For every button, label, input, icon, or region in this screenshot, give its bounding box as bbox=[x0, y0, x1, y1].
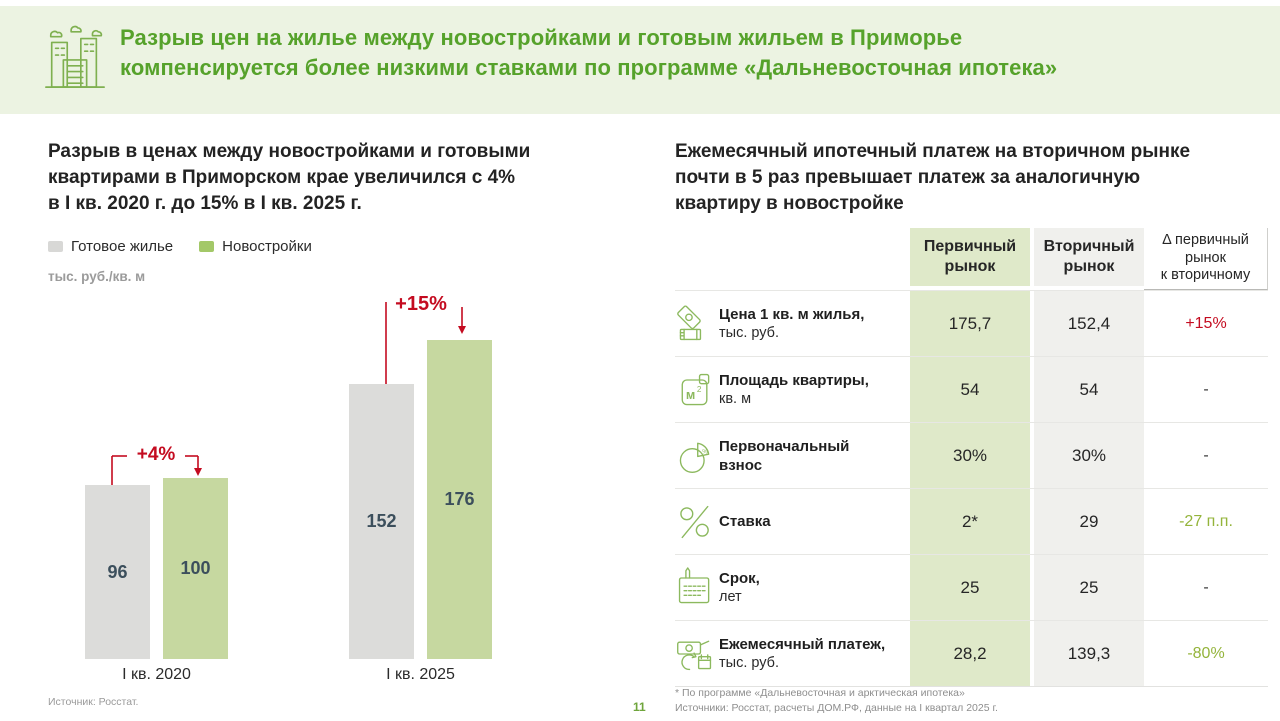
cell-secondary-value: 139,3 bbox=[1030, 621, 1144, 686]
legend-item-new-builds: Новостройки bbox=[199, 238, 312, 255]
header-spacer bbox=[675, 228, 910, 290]
svg-text:м: м bbox=[686, 387, 695, 402]
chart-title: Разрыв в ценах между новостройками и гот… bbox=[48, 141, 531, 214]
table-row: Ежемесячный платеж, тыс. руб. 28,2 139,3… bbox=[675, 620, 1268, 686]
footnote: Источники: Росстат, расчеты ДОМ.РФ, данн… bbox=[675, 702, 998, 714]
cell-primary-value: 28,2 bbox=[910, 621, 1030, 686]
cell-secondary-value: 152,4 bbox=[1030, 291, 1144, 356]
bar: 100 bbox=[163, 478, 228, 659]
cell-primary-value: 2* bbox=[910, 489, 1030, 554]
page-title: Разрыв цен на жилье между новостройками … bbox=[120, 23, 1057, 83]
row-label-cell: Срок, лет bbox=[675, 555, 910, 620]
legend-swatch-green bbox=[199, 241, 215, 252]
row-label-cell: Ежемесячный платеж, тыс. руб. bbox=[675, 621, 910, 686]
row-label: Площадь квартиры, bbox=[719, 372, 869, 389]
banknotes-icon bbox=[675, 301, 715, 347]
cell-primary-value: 54 bbox=[910, 357, 1030, 422]
column-header-secondary-market: Вторичный рынок bbox=[1030, 228, 1144, 290]
row-label: Первоначальный взнос bbox=[719, 437, 850, 474]
table-body: Цена 1 кв. м жилья, тыс. руб. 175,7 152,… bbox=[675, 290, 1268, 686]
cell-delta-value: - bbox=[1203, 578, 1209, 596]
payment-calendar-icon bbox=[675, 631, 715, 677]
cell-delta-value: - bbox=[1203, 380, 1209, 398]
row-label: Срок, bbox=[719, 570, 760, 587]
bar: 96 bbox=[85, 485, 150, 659]
table-row: м 2 Площадь квартиры, кв. м 54 54 - bbox=[675, 356, 1268, 422]
bar-value-label: 176 bbox=[444, 489, 475, 509]
cell-primary-value: 30% bbox=[910, 423, 1030, 488]
bar: 152 bbox=[349, 384, 414, 659]
svg-text:2: 2 bbox=[697, 384, 702, 393]
source-note: Источник: Росстат. bbox=[48, 696, 139, 708]
svg-text:%: % bbox=[702, 448, 708, 455]
cell-secondary-value: 29 bbox=[1030, 489, 1144, 554]
legend-label: Готовое жилье bbox=[71, 238, 174, 255]
footnote: * По программе «Дальневосточная и арктич… bbox=[675, 687, 965, 699]
row-label-cell: % Первоначальный взнос bbox=[675, 423, 910, 488]
cell-secondary-value: 54 bbox=[1030, 357, 1144, 422]
axis-unit-label: тыс. руб./кв. м bbox=[48, 269, 146, 284]
city-buildings-icon bbox=[42, 20, 108, 96]
cell-delta-value: -27 п.п. bbox=[1179, 512, 1233, 530]
comparison-table: Первичный рынок Вторичный рынок Δ первич… bbox=[675, 228, 1268, 687]
legend-label: Новостройки bbox=[222, 238, 312, 255]
row-sublabel: тыс. руб. bbox=[719, 655, 780, 671]
row-label: Цена 1 кв. м жилья, bbox=[719, 306, 865, 323]
column-header-delta: Δ первичный рынок к вторичному bbox=[1144, 228, 1268, 290]
bar-value-label: 96 bbox=[107, 561, 128, 582]
page-title-line2: компенсируется более низкими ставками по… bbox=[120, 55, 1058, 80]
bar-value-label: 100 bbox=[180, 558, 211, 578]
header-band: Разрыв цен на жилье между новостройками … bbox=[0, 6, 1280, 114]
row-sublabel: тыс. руб. bbox=[719, 325, 780, 341]
cell-secondary-value: 30% bbox=[1030, 423, 1144, 488]
row-label-cell: Цена 1 кв. м жилья, тыс. руб. bbox=[675, 291, 910, 356]
category-label: I кв. 2025 bbox=[386, 666, 455, 683]
category-label: I кв. 2020 bbox=[122, 666, 191, 683]
page-title-line1: Разрыв цен на жилье между новостройками … bbox=[120, 25, 963, 50]
legend-item-secondary-housing: Готовое жилье bbox=[48, 238, 173, 255]
pie-chart-icon: % bbox=[675, 433, 715, 479]
cell-primary-value: 175,7 bbox=[910, 291, 1030, 356]
table-title: Ежемесячный ипотечный платеж на вторично… bbox=[675, 141, 1191, 214]
table-header-row: Первичный рынок Вторичный рынок Δ первич… bbox=[675, 228, 1268, 290]
annotation-2020-gap: +4% bbox=[136, 444, 176, 465]
cell-primary-value: 25 bbox=[910, 555, 1030, 620]
row-sublabel: лет bbox=[719, 589, 742, 605]
legend-swatch-gray bbox=[48, 241, 63, 252]
cell-delta-value: -80% bbox=[1187, 644, 1225, 662]
cell-delta-value: - bbox=[1203, 446, 1209, 464]
table-row: Ставка 2* 29 -27 п.п. bbox=[675, 488, 1268, 554]
row-label-cell: Ставка bbox=[675, 489, 910, 554]
table-row: Срок, лет 25 25 - bbox=[675, 554, 1268, 620]
area-m2-icon: м 2 bbox=[675, 367, 715, 413]
row-label-cell: м 2 Площадь квартиры, кв. м bbox=[675, 357, 910, 422]
row-label: Ежемесячный платеж, bbox=[719, 636, 886, 653]
calendar-pencil-icon bbox=[675, 565, 715, 611]
table-row: % Первоначальный взнос 30% 30% - bbox=[675, 422, 1268, 488]
column-header-primary-market: Первичный рынок bbox=[910, 228, 1030, 290]
bar: 176 bbox=[427, 340, 492, 659]
annotation-2025-gap: +15% bbox=[395, 293, 447, 315]
cell-delta-value: +15% bbox=[1185, 314, 1227, 332]
cell-secondary-value: 25 bbox=[1030, 555, 1144, 620]
page-number: 11 bbox=[633, 700, 646, 714]
row-sublabel: кв. м bbox=[719, 391, 752, 407]
table-row: Цена 1 кв. м жилья, тыс. руб. 175,7 152,… bbox=[675, 290, 1268, 356]
bar-value-label: 152 bbox=[366, 511, 397, 531]
percent-icon bbox=[675, 499, 715, 545]
footnotes: * По программе «Дальневосточная и арктич… bbox=[675, 686, 998, 716]
row-label: Ставка bbox=[719, 513, 771, 530]
chart-legend: Готовое жилье Новостройки bbox=[48, 238, 312, 255]
